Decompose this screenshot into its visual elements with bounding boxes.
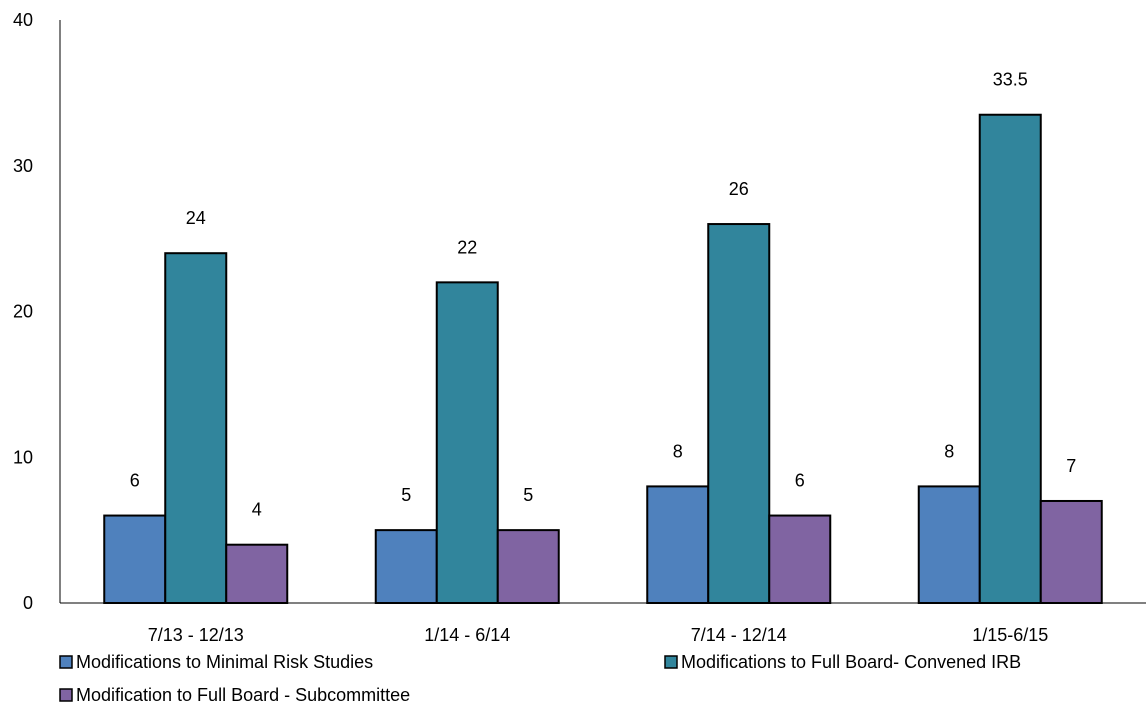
data-label: 7 — [1066, 456, 1076, 476]
bar — [225, 543, 289, 605]
y-tick-label: 30 — [13, 156, 33, 176]
data-label: 33.5 — [993, 70, 1028, 90]
legend-label: Modifications to Minimal Risk Studies — [76, 652, 373, 672]
axes: 0 10 20 30 40 7/13 - 12/13 1/14 - 6/14 7/14 - 1… — [13, 10, 1146, 645]
legend-label: Modification to Full Board - Subcommitte… — [76, 685, 410, 705]
legend-swatch — [59, 655, 73, 669]
data-label: 8 — [944, 441, 954, 461]
y-tick-label: 10 — [13, 447, 33, 467]
data-label: 4 — [252, 500, 262, 520]
data-label: 6 — [130, 471, 140, 491]
bar — [707, 223, 771, 605]
legend: Modifications to Minimal Risk Studies Mod… — [59, 652, 1021, 705]
bar — [374, 529, 438, 604]
y-tick-label: 20 — [13, 302, 33, 322]
data-label: 8 — [673, 441, 683, 461]
x-tick-label: 7/14 - 12/14 — [691, 625, 787, 645]
data-label: 6 — [795, 471, 805, 491]
data-label: 22 — [457, 237, 477, 257]
x-tick-label: 7/13 - 12/13 — [148, 625, 244, 645]
y-tick-label: 40 — [13, 10, 33, 30]
bar — [978, 113, 1042, 605]
data-label: 5 — [523, 485, 533, 505]
bar — [768, 514, 832, 604]
legend-label: Modifications to Full Board- Convened IR… — [681, 652, 1021, 672]
legend-swatch — [59, 688, 73, 702]
bar — [435, 281, 499, 604]
data-label: 5 — [401, 485, 411, 505]
bar — [164, 252, 228, 604]
bar — [496, 529, 560, 604]
x-tick-label: 1/14 - 6/14 — [424, 625, 510, 645]
bar — [1039, 499, 1103, 605]
data-label: 24 — [186, 208, 206, 228]
x-tick-label: 1/15-6/15 — [972, 625, 1048, 645]
data-labels: 6 24 4 5 22 5 8 26 6 8 33.5 7 — [130, 70, 1077, 520]
data-label: 26 — [729, 179, 749, 199]
legend-swatch — [664, 655, 678, 669]
bar — [103, 514, 167, 604]
bar — [917, 485, 981, 604]
bars — [103, 113, 1103, 605]
y-tick-label: 0 — [23, 593, 33, 613]
bar — [646, 485, 710, 604]
